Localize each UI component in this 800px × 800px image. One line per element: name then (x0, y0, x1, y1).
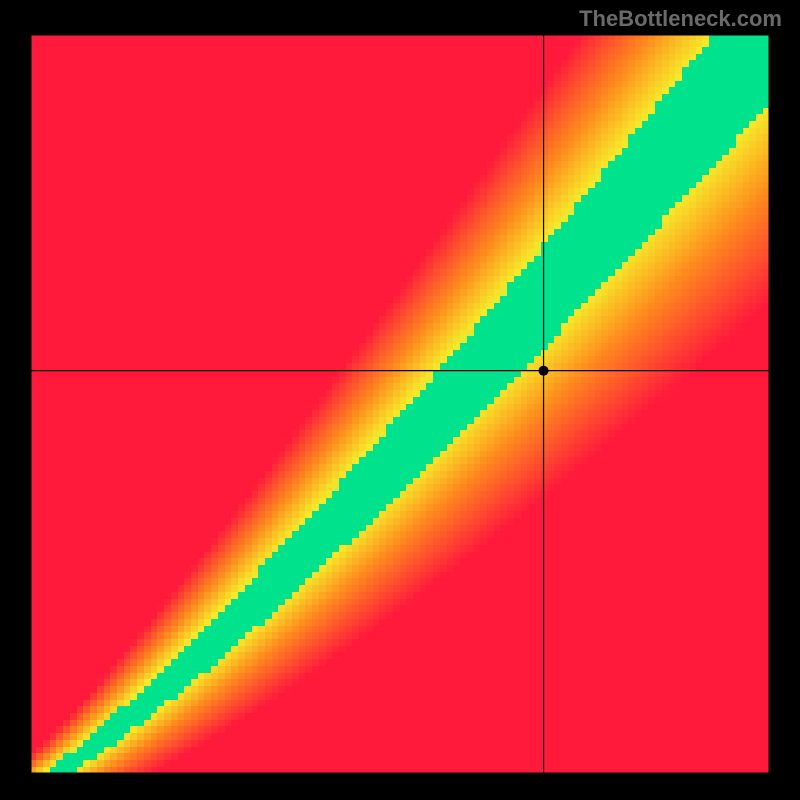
bottleneck-heatmap (30, 34, 770, 774)
chart-container: TheBottleneck.com (0, 0, 800, 800)
watermark-label: TheBottleneck.com (579, 6, 782, 32)
